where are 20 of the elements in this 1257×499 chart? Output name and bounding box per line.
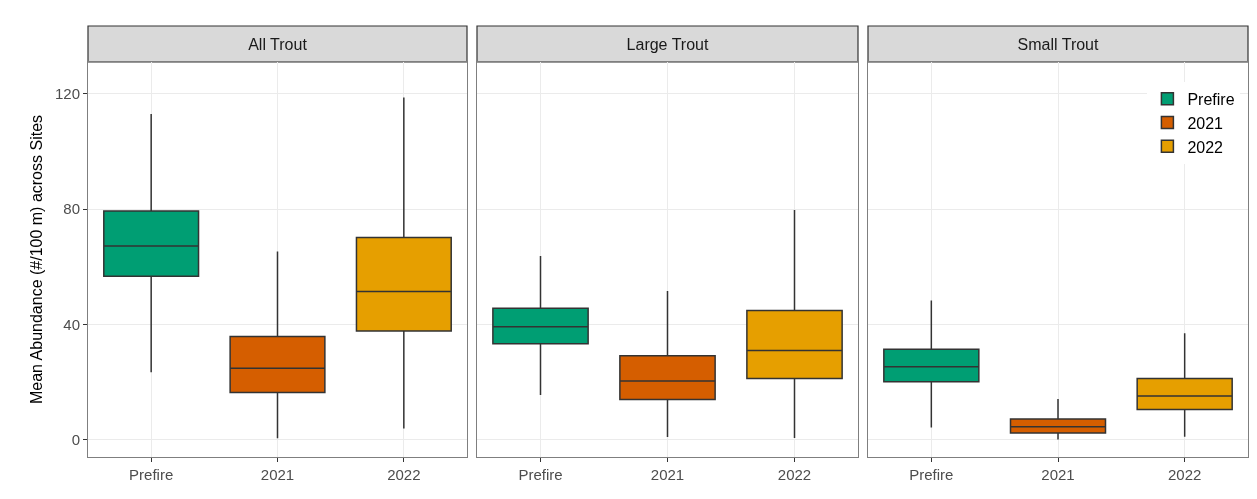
x-tick-label: Prefire — [129, 466, 174, 483]
x-tick-label: 2021 — [1041, 466, 1075, 483]
x-tick-label: 2022 — [777, 466, 812, 483]
x-tick-label: 2022 — [387, 466, 421, 483]
x-tick-label: Prefire — [518, 466, 563, 483]
y-tick-label: 80 — [63, 200, 80, 218]
y-tick-label: 0 — [71, 430, 80, 448]
chart-title: Large Trout — [626, 35, 709, 53]
x-tick-label: 2021 — [650, 466, 685, 483]
y-tick-label: 120 — [54, 84, 80, 102]
chart-title: Small Trout — [1017, 35, 1100, 53]
x-tick-label: Prefire — [909, 466, 954, 483]
legend-label: 2022 — [1187, 138, 1224, 156]
x-tick-label: 2022 — [1167, 466, 1202, 483]
y-axis-title: Mean Abundance (#/100 m) across Sites — [27, 114, 45, 405]
legend-label: 2021 — [1187, 114, 1224, 132]
y-tick-label: 40 — [63, 315, 80, 333]
chart-title: All Trout — [248, 35, 308, 53]
x-tick-label: 2021 — [260, 466, 295, 483]
legend-label: Prefire — [1187, 90, 1235, 108]
